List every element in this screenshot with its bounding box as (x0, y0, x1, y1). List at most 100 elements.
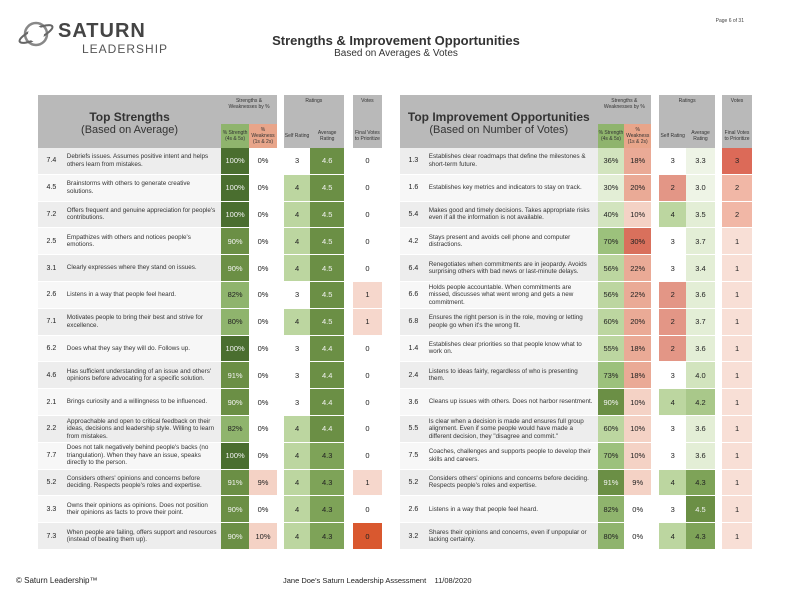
strength-pct-cell: 90% (221, 389, 250, 416)
item-description: Motivates people to bring their best and… (64, 308, 222, 336)
item-description: Approachable and open to critical feedba… (64, 415, 222, 443)
item-number: 7.1 (38, 308, 65, 336)
strength-pct-cell: 60% (597, 415, 625, 443)
strength-pct-cell: 90% (597, 389, 625, 416)
column-gap (714, 442, 723, 470)
table-row: 6.2 Does what they say they will do. Foll… (38, 335, 382, 363)
column-gap (276, 523, 284, 550)
strength-pct-cell: 82% (221, 415, 250, 443)
average-rating-cell: 4.6 (310, 148, 344, 175)
table-row: 4.6 Has sufficient understanding of an is… (38, 362, 382, 390)
average-rating-cell: 3.6 (686, 442, 715, 470)
table-row: 1.6 Establishes key metrics and indicator… (400, 174, 752, 202)
table-row: 1.4 Establishes clear priorities so that … (400, 335, 752, 363)
weakness-pct-cell: 9% (624, 469, 652, 497)
column-gap (714, 201, 723, 229)
saturn-leadership-logo: SATURN LEADERSHIP (18, 14, 188, 60)
item-description: Listens in a way that people feel heard. (64, 281, 222, 309)
self-rating-cell: 4 (283, 174, 311, 202)
table-row: 2.6 Listens in a way that people feel hea… (38, 281, 382, 309)
self-rating-cell: 2 (659, 174, 687, 202)
item-description: Does what they say they will do. Follows… (64, 335, 222, 363)
item-number: 7.7 (38, 442, 65, 470)
strength-pct-cell: 56% (597, 255, 625, 282)
self-rating-cell: 4 (283, 496, 311, 524)
final-votes-cell: 0 (352, 415, 382, 443)
final-votes-cell: 0 (352, 496, 382, 524)
item-description: Considers others' opinions and concerns … (426, 469, 598, 497)
final-votes-header: Final Votes to Prioritize (352, 124, 382, 148)
strength-pct-cell: 91% (221, 469, 250, 497)
column-gap (651, 469, 660, 497)
item-description: Renegotiates when commitments are in jeo… (426, 255, 598, 282)
strength-pct-header: % Strength (4s & 5s) (597, 124, 625, 148)
column-gap (343, 335, 353, 363)
column-gap (276, 148, 284, 175)
table-row: 7.7 Does not talk negatively behind peopl… (38, 442, 382, 470)
self-rating-cell: 4 (283, 415, 311, 443)
item-number: 3.3 (38, 496, 65, 524)
final-votes-cell: 1 (722, 523, 752, 550)
page-title: Strengths & Improvement Opportunities (272, 33, 520, 48)
column-gap (343, 201, 353, 229)
sw-group-header: Strengths & Weaknesses by % (221, 95, 277, 124)
column-gap (651, 415, 660, 443)
column-gap (651, 523, 660, 550)
weakness-pct-cell: 0% (249, 281, 277, 309)
strength-pct-cell: 90% (221, 255, 250, 282)
weakness-pct-cell: 0% (249, 442, 277, 470)
average-rating-cell: 3.6 (686, 415, 715, 443)
strength-pct-cell: 100% (221, 201, 250, 229)
footer-report-line: Jane Doe's Saturn Leadership Assessment … (283, 576, 472, 585)
column-gap (343, 148, 353, 175)
column-gap (714, 415, 723, 443)
column-gap (343, 469, 353, 497)
strengths-subtitle: (Based on Average) (81, 124, 179, 136)
item-number: 7.2 (38, 201, 65, 229)
weakness-pct-header: % Weakness (1s & 2s) (249, 124, 277, 148)
average-rating-cell: 3.3 (686, 148, 715, 175)
item-number: 6.6 (400, 281, 427, 309)
average-rating-cell: 4.3 (310, 442, 344, 470)
self-rating-cell: 3 (659, 496, 687, 524)
item-number: 6.2 (38, 335, 65, 363)
sw-group-header: Strengths & Weaknesses by % (597, 95, 652, 124)
item-description: Listens in a way that people feel heard. (426, 496, 598, 524)
item-description: When people are failing, offers support … (64, 523, 222, 550)
average-rating-cell: 4.2 (686, 389, 715, 416)
column-gap (651, 201, 660, 229)
table-row: 5.2 Considers others' opinions and concer… (38, 469, 382, 497)
average-rating-cell: 3.0 (686, 174, 715, 202)
item-number: 6.8 (400, 308, 427, 336)
improvements-heading: Top Improvement Opportunities (Based on … (400, 95, 598, 148)
column-gap (276, 389, 284, 416)
final-votes-cell: 1 (722, 308, 752, 336)
footer-copyright: © Saturn Leadership™ (16, 576, 98, 585)
weakness-pct-cell: 18% (624, 362, 652, 390)
column-gap (714, 174, 723, 202)
strength-pct-cell: 90% (221, 496, 250, 524)
average-rating-cell: 3.6 (686, 281, 715, 309)
self-rating-cell: 3 (659, 442, 687, 470)
column-gap (276, 281, 284, 309)
item-description: Considers others' opinions and concerns … (64, 469, 222, 497)
average-rating-cell: 3.7 (686, 308, 715, 336)
table-row: 2.5 Empathizes with others and notices pe… (38, 228, 382, 256)
item-number: 3.6 (400, 389, 427, 416)
self-rating-cell: 3 (283, 335, 311, 363)
average-rating-cell: 4.5 (310, 308, 344, 336)
table-row: 7.1 Motivates people to bring their best … (38, 308, 382, 336)
final-votes-cell: 1 (352, 308, 382, 336)
strength-pct-cell: 100% (221, 174, 250, 202)
strengths-heading: Top Strengths (Based on Average) (38, 95, 222, 148)
strength-pct-cell: 73% (597, 362, 625, 390)
table-row: 1.3 Establishes clear roadmaps that defin… (400, 148, 752, 175)
weakness-pct-header: % Weakness (1s & 2s) (624, 124, 652, 148)
item-description: Empathizes with others and notices peopl… (64, 228, 222, 256)
table-row: 7.5 Coaches, challenges and supports peop… (400, 442, 752, 470)
self-rating-cell: 3 (659, 148, 687, 175)
column-gap (343, 415, 353, 443)
item-number: 1.4 (400, 335, 427, 363)
final-votes-cell: 1 (722, 362, 752, 390)
improvements-subtitle: (Based on Number of Votes) (429, 124, 569, 136)
